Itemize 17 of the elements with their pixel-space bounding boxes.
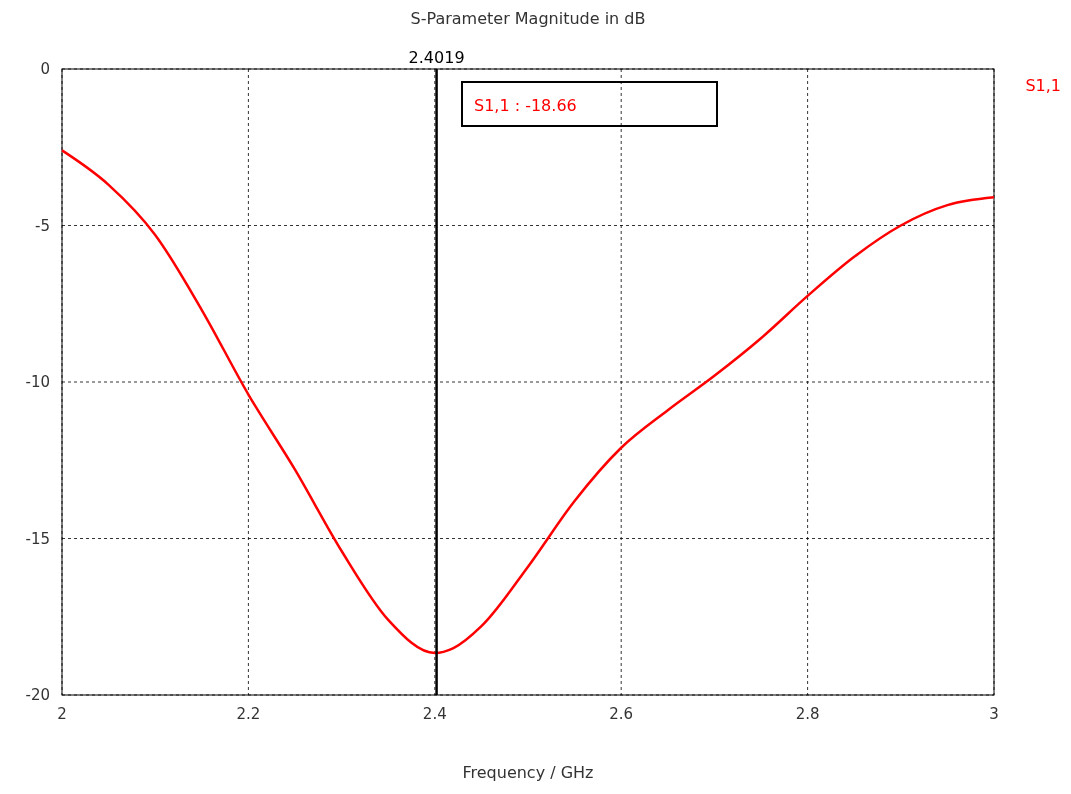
y-tick-label: -15 [25, 529, 50, 548]
y-tick-label: 0 [40, 60, 50, 78]
ref-line-label: 2.4019 [408, 48, 465, 67]
annotation: S1,1 : -18.66 [474, 96, 577, 115]
y-tick-label: -10 [25, 373, 50, 391]
x-tick-label: 2.6 [609, 705, 634, 723]
chart-title: S-Parameter Magnitude in dB [410, 9, 646, 28]
y-tick-label: -20 [25, 686, 50, 704]
y-tick-label: -5 [35, 216, 50, 235]
x-tick-label: 2.2 [236, 705, 261, 723]
x-tick-label: 3 [989, 705, 999, 723]
x-tick-label: 2.4 [422, 705, 447, 723]
text: S1,1 [1025, 76, 1061, 95]
line-series [60, 149, 996, 655]
x-tick-label: 2 [57, 705, 67, 723]
x-axis-title: Frequency / GHz [462, 763, 594, 782]
x-tick-label: 2.8 [795, 705, 820, 723]
